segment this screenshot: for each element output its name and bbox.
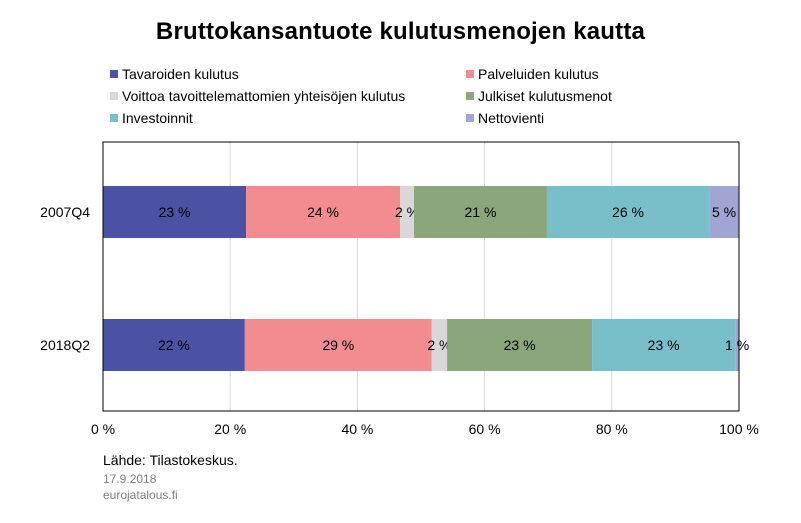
legend-item-nettovienti: Nettovienti: [466, 110, 544, 126]
legend-swatch: [110, 70, 118, 78]
bar-segment: [546, 186, 710, 238]
date-note: 17.9.2018: [103, 472, 157, 486]
bar-segment: [592, 319, 736, 371]
bar-segment: [709, 186, 739, 238]
x-tick-label: 40 %: [341, 421, 373, 437]
bar-segment: [414, 186, 547, 238]
x-tick-label: 0 %: [91, 421, 115, 437]
chart-title: Bruttokansantuote kulutusmenojen kautta: [155, 18, 646, 45]
bar-segment: [431, 319, 448, 371]
plot-frame: [102, 141, 740, 412]
site-note: eurojatalous.fi: [103, 488, 178, 502]
legend-item-tavaroiden-kulutus: Tavaroiden kulutus: [110, 66, 239, 82]
legend-swatch: [110, 114, 118, 122]
legend-item-voittoa-tavoittelemattomien: Voittoa tavoittelemattomien yhteisöjen k…: [110, 88, 405, 104]
source-note: Lähde: Tilastokeskus.: [103, 452, 238, 468]
data-label: 2 %: [427, 337, 451, 353]
legend-label: Voittoa tavoittelemattomien yhteisöjen k…: [122, 88, 406, 104]
legend-swatch: [110, 92, 118, 100]
data-label: 21 %: [465, 204, 497, 220]
bar-segment: [400, 186, 415, 238]
bar-segment: [246, 186, 401, 238]
bar-segment: [103, 319, 245, 371]
legend-label: Investoinnit: [122, 110, 193, 126]
data-label: 23 %: [159, 204, 191, 220]
legend-swatch: [466, 70, 474, 78]
legend-item-investoinnit: Investoinnit: [110, 110, 193, 126]
legend-label: Nettovienti: [478, 110, 545, 126]
legend-swatch: [466, 114, 474, 122]
data-label: 22 %: [158, 337, 190, 353]
category-label: 2007Q4: [40, 204, 90, 220]
data-label: 1 %: [725, 337, 749, 353]
bar-segment: [103, 186, 247, 238]
legend-label: Julkiset kulutusmenot: [478, 88, 612, 104]
x-tick-label: 20 %: [214, 421, 246, 437]
category-label: 2018Q2: [40, 337, 90, 353]
bar-segment: [244, 319, 432, 371]
legend-label: Tavaroiden kulutus: [122, 66, 239, 82]
data-label: 29 %: [322, 337, 354, 353]
legend-label: Palveluiden kulutus: [478, 66, 599, 82]
data-label: 26 %: [612, 204, 644, 220]
data-label: 2 %: [395, 204, 419, 220]
bar-segment: [735, 319, 739, 371]
data-label: 24 %: [307, 204, 339, 220]
data-label: 23 %: [504, 337, 536, 353]
x-tick-label: 80 %: [596, 421, 628, 437]
x-tick-label: 60 %: [469, 421, 501, 437]
legend-item-palveluiden-kulutus: Palveluiden kulutus: [466, 66, 599, 82]
bar-segment: [447, 319, 593, 371]
legend-item-julkiset-kulutusmenot: Julkiset kulutusmenot: [466, 88, 612, 104]
x-tick-label: 100 %: [719, 421, 759, 437]
data-label: 5 %: [712, 204, 736, 220]
data-label: 23 %: [648, 337, 680, 353]
legend-swatch: [466, 92, 474, 100]
